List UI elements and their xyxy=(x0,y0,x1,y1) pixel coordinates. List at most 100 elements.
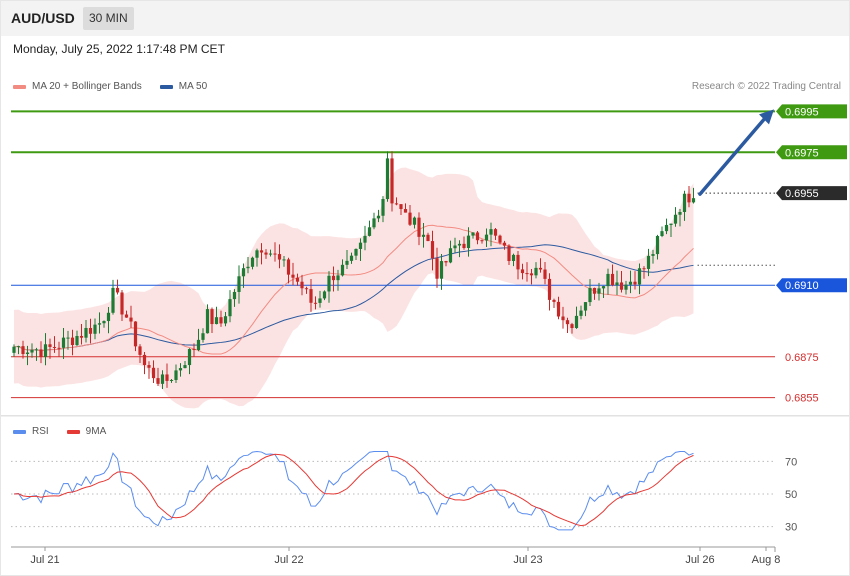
symbol-label: AUD/USD xyxy=(11,10,75,26)
candle-body xyxy=(178,368,183,371)
ma20-line xyxy=(13,224,694,355)
candle-body xyxy=(102,321,106,324)
candle-body xyxy=(376,215,381,219)
candle-body xyxy=(502,242,507,246)
candle-body xyxy=(457,243,462,246)
legend-rsi-label: RSI xyxy=(32,426,49,437)
rsi-9ma-line xyxy=(13,453,694,527)
candle-body xyxy=(646,255,651,269)
level-tag-0-6975-text: 0.6975 xyxy=(785,147,819,159)
rsi-tick-label: 30 xyxy=(785,522,797,534)
candle-body xyxy=(286,259,291,275)
x-tick-label: Jul 21 xyxy=(30,554,59,566)
rsi-legend: RSI 9MA xyxy=(13,426,118,437)
candle-body xyxy=(336,275,340,281)
candle-body xyxy=(570,324,574,329)
candle-body xyxy=(435,258,439,279)
candle-body xyxy=(232,291,237,300)
legend-9ma: 9MA xyxy=(66,426,106,437)
candle-body xyxy=(430,241,435,259)
candle-body xyxy=(187,349,192,366)
candle-body xyxy=(669,223,673,225)
current-price-tag: 0.6955 xyxy=(776,186,847,201)
candle-body xyxy=(66,337,70,339)
candle-body xyxy=(39,349,43,357)
candle-body xyxy=(237,276,241,292)
timestamp: Monday, July 25, 2022 1:17:48 PM CET xyxy=(13,42,225,56)
current-price-tag-text: 0.6955 xyxy=(785,188,819,200)
candle-body xyxy=(426,234,430,242)
candle-body xyxy=(133,321,138,347)
candle-body xyxy=(246,266,250,269)
candle-body xyxy=(439,261,444,279)
candle-body xyxy=(597,288,601,294)
candle-body xyxy=(610,273,615,286)
candle-body xyxy=(111,287,115,313)
candle-body xyxy=(691,198,696,203)
candle-body xyxy=(264,252,268,255)
candle-body xyxy=(484,234,489,241)
candle-body xyxy=(480,240,484,242)
candle-body xyxy=(169,379,174,381)
candle-body xyxy=(241,268,246,277)
x-tick-label: Jul 23 xyxy=(513,554,542,566)
ma50-line xyxy=(13,244,694,352)
candle-body xyxy=(615,282,619,286)
rsi-tick-label: 70 xyxy=(785,456,797,468)
candle-body xyxy=(255,250,259,258)
level-tag-0-6910-bg xyxy=(776,278,847,293)
candle-body xyxy=(399,204,403,210)
timeframe-button[interactable]: 30 MIN xyxy=(83,7,134,30)
candle-body xyxy=(61,337,66,348)
candle-body xyxy=(30,349,34,353)
candle-body xyxy=(318,298,322,303)
bollinger-band xyxy=(14,167,694,409)
candle-body xyxy=(462,243,466,249)
legend-ma20-label: MA 20 + Bollinger Bands xyxy=(32,81,142,92)
candle-body xyxy=(75,335,79,346)
candle-body xyxy=(192,349,196,351)
rsi-tick-label: 50 xyxy=(785,489,797,501)
candle-body xyxy=(372,218,376,228)
candle-body xyxy=(16,346,21,348)
candle-body xyxy=(489,229,493,235)
candle-body xyxy=(385,158,390,200)
copyright: Research © 2022 Trading Central xyxy=(691,81,841,92)
candle-body xyxy=(556,301,561,317)
support-label-0-6855: 0.6855 xyxy=(785,393,819,405)
price-legend: MA 20 + Bollinger Bands MA 50 xyxy=(13,81,219,92)
candle-body xyxy=(70,337,75,346)
legend-ma20: MA 20 + Bollinger Bands xyxy=(13,81,142,92)
candle-body xyxy=(453,245,457,249)
level-tag-0-6975: 0.6975 xyxy=(776,145,847,160)
ma20-swatch xyxy=(13,84,26,89)
candle-body xyxy=(210,309,214,325)
candle-body xyxy=(421,234,426,237)
candle-body xyxy=(552,299,556,302)
candle-body xyxy=(619,282,624,290)
candle-body xyxy=(628,281,633,285)
candle-body xyxy=(138,346,142,355)
candle-body xyxy=(601,286,606,289)
candle-body xyxy=(156,378,160,384)
ma9-swatch xyxy=(66,429,80,434)
current-price-tag-bg xyxy=(776,186,847,201)
candle-body xyxy=(331,275,336,281)
candle-body xyxy=(520,269,525,274)
candle-body xyxy=(124,314,129,318)
candle-body xyxy=(250,257,255,267)
candle-body xyxy=(304,288,309,290)
candle-body xyxy=(466,235,471,249)
candle-body xyxy=(151,367,156,379)
x-tick-label: Jul 26 xyxy=(685,554,714,566)
candle-body xyxy=(448,248,453,263)
candle-body xyxy=(498,235,502,243)
candle-body xyxy=(273,253,277,255)
candle-body xyxy=(313,302,318,304)
candle-body xyxy=(142,354,147,366)
candle-body xyxy=(282,259,286,261)
candle-body xyxy=(84,327,88,338)
candle-body xyxy=(228,299,232,317)
candle-body xyxy=(196,339,201,351)
